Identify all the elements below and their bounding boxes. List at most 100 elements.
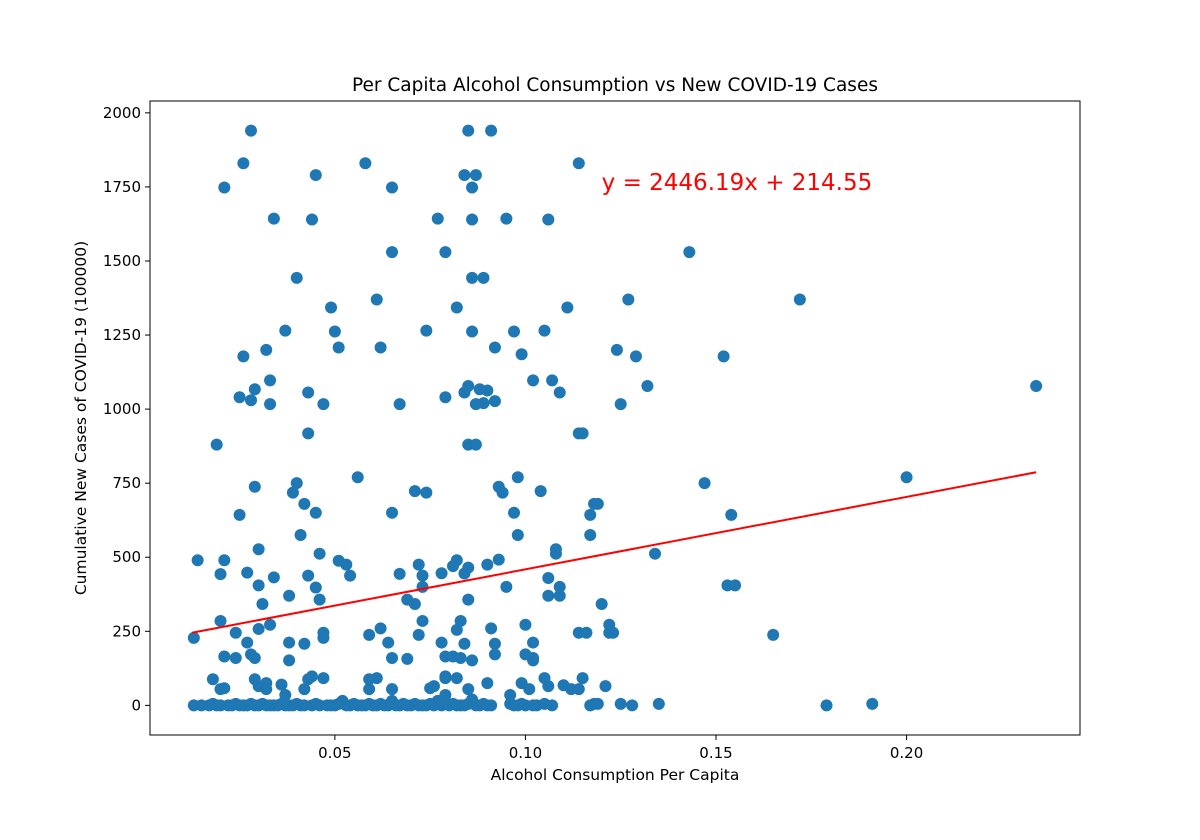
data-point <box>553 580 566 593</box>
data-point <box>229 651 242 664</box>
data-point <box>599 680 612 693</box>
data-point <box>252 579 265 592</box>
y-tick-label: 2000 <box>103 104 141 122</box>
data-point <box>458 637 471 650</box>
data-point <box>260 677 273 690</box>
data-point <box>485 124 498 137</box>
data-point <box>420 324 433 337</box>
data-point <box>729 579 742 592</box>
data-point <box>450 554 463 567</box>
data-point <box>542 571 555 584</box>
y-tick-label: 1250 <box>103 326 141 344</box>
data-point <box>214 568 227 581</box>
data-point <box>260 343 273 356</box>
data-point <box>538 324 551 337</box>
data-point <box>767 628 780 641</box>
data-point <box>302 386 315 399</box>
data-point <box>595 598 608 611</box>
data-point <box>1030 380 1043 393</box>
data-point <box>462 561 475 574</box>
data-point <box>302 569 315 582</box>
data-point <box>412 558 425 571</box>
data-point <box>622 293 635 306</box>
data-point <box>386 506 399 519</box>
data-point <box>549 547 562 560</box>
data-point <box>431 212 444 225</box>
y-tick-label: 1500 <box>103 252 141 270</box>
data-point <box>309 169 322 182</box>
data-point <box>820 699 833 712</box>
data-point <box>527 654 540 667</box>
data-point <box>450 672 463 685</box>
data-point <box>279 324 292 337</box>
data-point <box>325 301 338 314</box>
data-point <box>363 628 376 641</box>
data-point <box>363 683 376 696</box>
regression-line <box>191 471 1037 634</box>
data-point <box>317 631 330 644</box>
data-point <box>793 293 806 306</box>
data-point <box>507 325 520 338</box>
data-point <box>435 567 448 580</box>
plot-area-frame <box>149 100 1081 736</box>
data-point <box>264 374 277 387</box>
data-point <box>283 636 296 649</box>
y-tick-label: 750 <box>112 474 141 492</box>
data-point <box>298 497 311 510</box>
x-tick-label: 0.10 <box>509 744 542 762</box>
data-point <box>302 427 315 440</box>
y-tick-label: 250 <box>112 622 141 640</box>
data-point <box>553 386 566 399</box>
data-point <box>485 622 498 635</box>
data-point <box>416 569 429 582</box>
regression-equation: y = 2446.19x + 214.55 <box>602 170 873 196</box>
data-point <box>298 637 311 650</box>
data-point <box>317 672 330 685</box>
data-point <box>576 427 589 440</box>
data-point <box>439 670 452 683</box>
data-point <box>237 350 250 363</box>
data-point <box>393 398 406 411</box>
y-tick-label: 1000 <box>103 400 141 418</box>
data-point <box>717 350 730 363</box>
data-point <box>412 628 425 641</box>
regression-line-layer <box>191 471 1037 634</box>
data-point <box>683 246 696 259</box>
data-point <box>462 380 475 393</box>
data-point <box>507 506 520 519</box>
data-point <box>305 213 318 226</box>
data-point <box>439 689 452 702</box>
data-point <box>485 699 498 712</box>
x-tick-label: 0.20 <box>890 744 923 762</box>
data-point <box>584 508 597 521</box>
data-point <box>309 581 322 594</box>
data-point <box>351 471 364 484</box>
data-point <box>408 598 421 611</box>
data-point <box>233 391 246 404</box>
data-point <box>641 380 654 393</box>
data-point <box>511 471 524 484</box>
data-point <box>462 124 475 137</box>
data-point <box>591 697 604 710</box>
data-point <box>454 651 467 664</box>
data-point <box>237 157 250 170</box>
data-point <box>294 529 307 542</box>
data-point <box>629 350 642 363</box>
data-point <box>248 480 261 493</box>
data-point <box>469 169 482 182</box>
data-point <box>408 485 421 498</box>
data-point <box>553 589 566 602</box>
data-point <box>481 677 494 690</box>
data-point <box>466 654 479 667</box>
data-point <box>317 398 330 411</box>
data-point <box>229 626 242 639</box>
data-point <box>572 157 585 170</box>
data-point <box>420 486 433 499</box>
data-point <box>542 589 555 602</box>
data-point <box>652 697 665 710</box>
data-point <box>218 682 231 695</box>
data-point <box>591 497 604 510</box>
data-point <box>187 631 200 644</box>
data-point <box>488 395 501 408</box>
